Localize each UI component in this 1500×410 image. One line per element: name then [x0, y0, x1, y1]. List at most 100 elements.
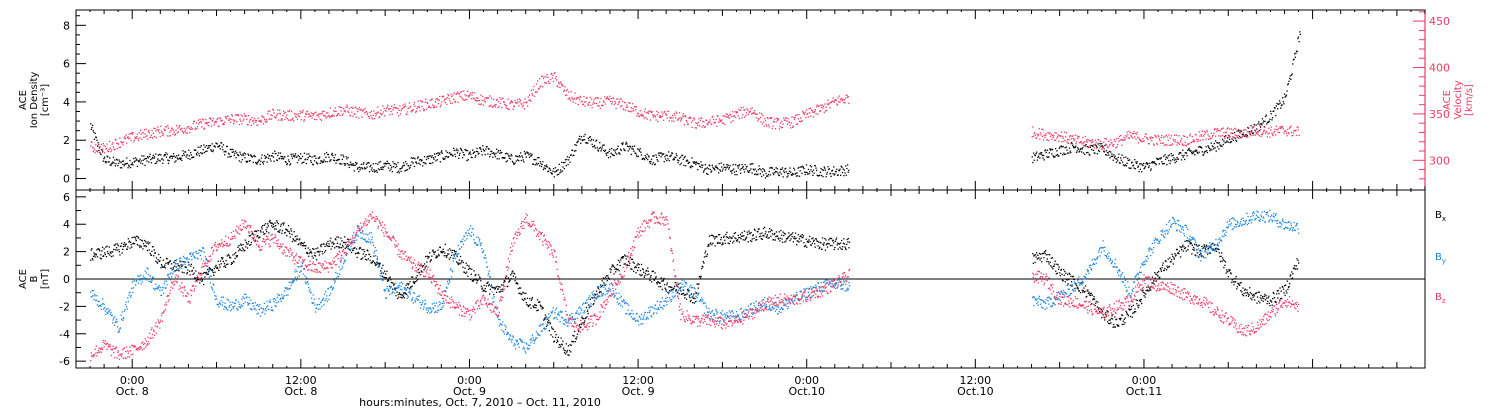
- density-points-point: [1091, 148, 1093, 151]
- velocity-points-point: [1281, 126, 1283, 129]
- density-points-point: [640, 151, 642, 153]
- density-points-point: [104, 156, 106, 158]
- field-points-bx-point: [1046, 258, 1048, 260]
- field-points-bx-point: [630, 268, 632, 270]
- field-points-bx-point: [801, 234, 803, 236]
- density-points-point: [1066, 149, 1068, 151]
- density-points-point: [758, 165, 760, 167]
- velocity-points-point: [321, 112, 323, 114]
- density-points-point: [666, 154, 668, 157]
- velocity-points-point: [1060, 135, 1062, 137]
- density-points-point: [453, 149, 455, 152]
- top-panel-frame: [75, 9, 1426, 191]
- density-points-point: [810, 169, 812, 171]
- density-points-point: [610, 152, 612, 154]
- field-points-bx-point: [516, 281, 518, 284]
- velocity-points-point: [663, 119, 665, 121]
- field-points-bx-point: [273, 225, 275, 227]
- velocity-points-point: [499, 102, 502, 105]
- density-points-point: [468, 152, 471, 154]
- field-points-bx-point: [527, 305, 530, 308]
- field-points-bx-point: [844, 247, 847, 250]
- density-points-point: [1034, 154, 1037, 157]
- velocity-points-point: [681, 117, 683, 119]
- field-points-bx-point: [834, 246, 836, 249]
- velocity-points-point: [1177, 142, 1179, 145]
- density-points-point: [161, 158, 163, 160]
- velocity-points-point: [1211, 137, 1213, 139]
- velocity-points-point: [824, 103, 826, 105]
- density-points-point: [812, 174, 814, 176]
- velocity-points-point: [1246, 131, 1248, 133]
- density-points-point: [309, 155, 311, 157]
- density-points-point: [597, 150, 600, 152]
- density-points-point: [1032, 161, 1034, 164]
- density-points-point: [252, 161, 254, 164]
- density-points-point: [491, 152, 493, 155]
- field-points-bx-point: [334, 247, 336, 249]
- density-points-point: [650, 160, 652, 163]
- field-points-bx-point: [584, 320, 586, 322]
- field-points-bx-point: [1049, 254, 1051, 256]
- velocity-points-point: [1235, 128, 1237, 130]
- velocity-points-point: [200, 122, 202, 124]
- velocity-points-point: [683, 124, 686, 126]
- field-points-bx-point: [363, 249, 365, 251]
- velocity-points-point: [688, 117, 690, 119]
- density-points-point: [1052, 155, 1054, 157]
- field-points-bx-point: [843, 243, 846, 245]
- field-points-bx-point: [1147, 290, 1149, 292]
- velocity-points-point: [1168, 144, 1171, 146]
- field-points-bx-point: [778, 231, 780, 233]
- field-points-bx-point: [543, 318, 545, 320]
- field-points-bx-point: [581, 316, 583, 319]
- field-points-bx-point: [139, 246, 141, 248]
- velocity-points-point: [541, 75, 543, 77]
- velocity-points-point: [1225, 131, 1227, 133]
- density-points-point: [629, 145, 631, 147]
- density-points-point: [750, 163, 753, 165]
- velocity-points-point: [549, 78, 552, 81]
- density-points-point: [766, 175, 768, 177]
- density-points-point: [728, 168, 730, 170]
- field-points-bx-point: [723, 236, 725, 238]
- velocity-points-point: [448, 95, 450, 97]
- velocity-points-point: [129, 137, 131, 139]
- density-points-point: [824, 167, 826, 169]
- velocity-points-point: [1039, 138, 1041, 140]
- field-points-bx-point: [441, 250, 443, 252]
- velocity-points-point: [704, 126, 706, 128]
- velocity-points-point: [471, 94, 473, 96]
- field-points-bx-point: [309, 251, 312, 254]
- field-points-bx-point: [836, 244, 838, 246]
- density-points-point: [1283, 103, 1285, 105]
- density-points-point: [222, 149, 224, 151]
- field-points-bx-point: [517, 283, 519, 285]
- velocity-points-point: [368, 116, 370, 118]
- field-points-bx-point: [1122, 320, 1124, 322]
- density-points-point: [1221, 138, 1224, 141]
- velocity-points-point: [830, 101, 832, 104]
- velocity-points-point: [311, 117, 313, 119]
- density-points-point: [568, 156, 570, 159]
- velocity-points-point: [698, 118, 700, 120]
- field-points-bx-point: [800, 240, 802, 242]
- density-points-point: [544, 165, 546, 167]
- field-points-bx-point: [841, 248, 843, 250]
- field-points-bx-point: [432, 251, 435, 253]
- density-points-point: [774, 172, 776, 174]
- density-points-point: [509, 158, 512, 160]
- velocity-points-point: [343, 110, 345, 112]
- velocity-points-point: [341, 106, 343, 109]
- velocity-points-point: [346, 106, 349, 108]
- field-points-bx-point: [226, 255, 228, 257]
- velocity-points-point: [133, 141, 135, 143]
- density-points-point: [1153, 161, 1155, 163]
- field-points-bx-point: [108, 252, 110, 255]
- field-points-bx-point: [704, 252, 706, 254]
- density-points-point: [1237, 129, 1240, 131]
- field-points-bx-point: [1051, 257, 1054, 259]
- velocity-points-point: [761, 113, 763, 115]
- density-points-point: [169, 155, 171, 158]
- velocity-points-point: [1297, 129, 1300, 131]
